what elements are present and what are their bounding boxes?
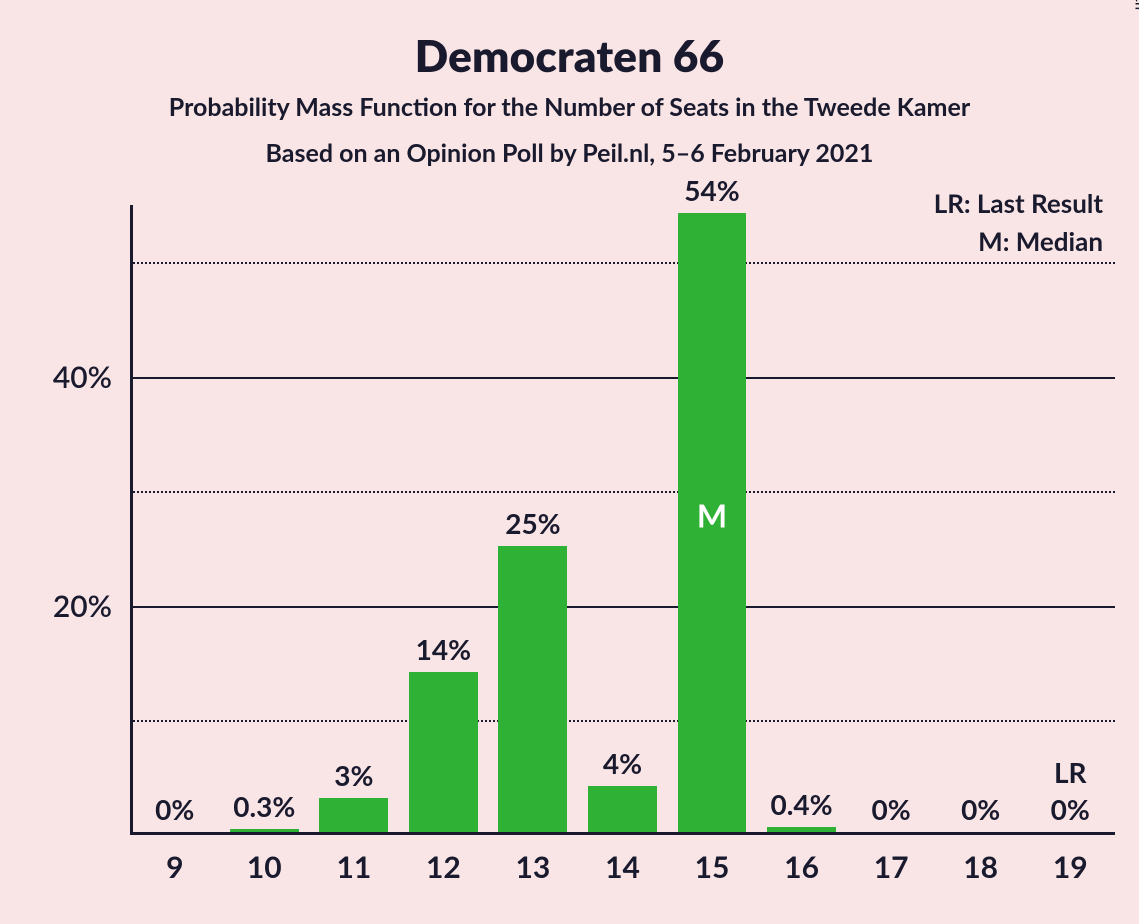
bar-value-label: 0.3% xyxy=(230,789,299,823)
x-tick-label: 12 xyxy=(399,849,489,885)
x-tick-label: 15 xyxy=(667,849,757,885)
bar: 54%M xyxy=(678,213,747,832)
y-tick-label: 20% xyxy=(53,588,112,624)
bar-value-label: 0% xyxy=(140,792,209,826)
bar-value-label: 4% xyxy=(588,746,657,780)
x-tick-label: 18 xyxy=(936,849,1026,885)
median-marker: M xyxy=(678,495,747,534)
bar-value-label: 54% xyxy=(678,173,747,207)
bar: 3% xyxy=(319,798,388,832)
copyright-text: © 2021 Filip van Laenen xyxy=(1133,0,1139,10)
bar: 25% xyxy=(498,546,567,832)
bar-value-label: 25% xyxy=(498,506,567,540)
bar: 0.4% xyxy=(767,827,836,832)
chart-canvas: Democraten 66 Probability Mass Function … xyxy=(0,0,1139,924)
x-tick-label: 9 xyxy=(130,849,220,885)
bars-container: 0%90.3%103%1114%1225%134%1454%M150.4%160… xyxy=(130,205,1115,835)
bar-value-label: 3% xyxy=(319,758,388,792)
bar: 0.3% xyxy=(230,829,299,832)
y-tick-label: 40% xyxy=(53,359,112,395)
bar-value-label: 0.4% xyxy=(767,787,836,821)
x-tick-label: 19 xyxy=(1025,849,1115,885)
chart-title: Democraten 66 xyxy=(0,30,1139,82)
plot-area: 20%40% LR: Last Result M: Median 0%90.3%… xyxy=(130,205,1115,835)
x-tick-label: 16 xyxy=(757,849,847,885)
x-tick-label: 13 xyxy=(488,849,578,885)
x-tick-label: 17 xyxy=(846,849,936,885)
x-tick-label: 14 xyxy=(578,849,668,885)
bar-value-label: 0% xyxy=(857,792,926,826)
bar-value-label: 14% xyxy=(409,632,478,666)
last-result-marker: LR xyxy=(1025,755,1115,789)
bar: 4% xyxy=(588,786,657,832)
bar-value-label: 0% xyxy=(1036,792,1105,826)
x-tick-label: 11 xyxy=(309,849,399,885)
bar-value-label: 0% xyxy=(946,792,1015,826)
x-tick-label: 10 xyxy=(220,849,310,885)
chart-subtitle-1: Probability Mass Function for the Number… xyxy=(0,92,1139,122)
chart-subtitle-2: Based on an Opinion Poll by Peil.nl, 5–6… xyxy=(0,138,1139,168)
bar: 14% xyxy=(409,672,478,832)
